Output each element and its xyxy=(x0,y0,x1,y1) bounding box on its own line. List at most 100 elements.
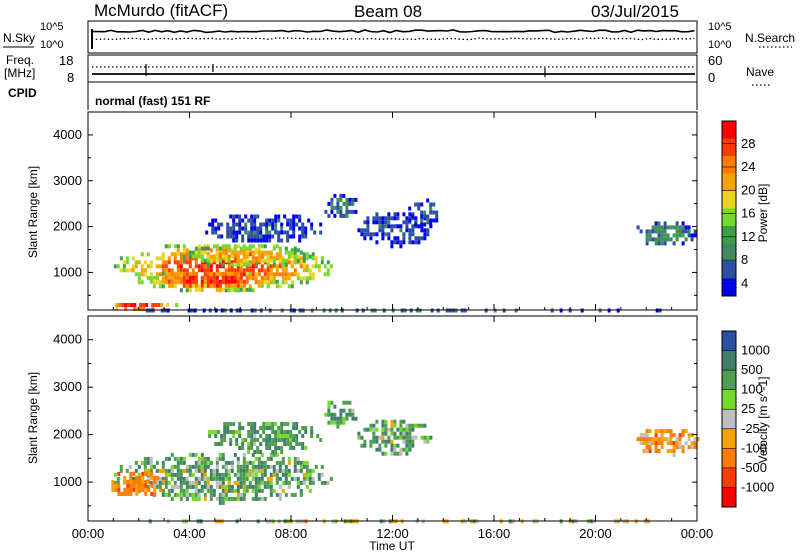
heatmap-cell xyxy=(292,426,296,430)
heatmap-cell xyxy=(239,464,243,469)
heatmap-cell xyxy=(119,256,123,261)
heatmap-cell xyxy=(687,437,691,442)
heatmap-cell xyxy=(242,496,246,501)
heatmap-cell xyxy=(345,197,349,202)
heatmap-cell xyxy=(224,279,228,284)
heatmap-cell xyxy=(372,216,376,221)
heatmap-cell xyxy=(393,236,397,241)
heatmap-cell xyxy=(203,476,207,481)
heatmap-cell xyxy=(185,492,189,497)
heatmap-cell xyxy=(226,234,230,239)
heatmap-cell xyxy=(396,435,400,440)
heatmap-cell xyxy=(251,476,255,481)
heatmap-cell xyxy=(329,264,333,269)
heatmap-cell xyxy=(269,256,273,261)
heatmap-cell xyxy=(339,412,343,417)
heatmap-cell xyxy=(235,438,239,442)
heatmap-cell xyxy=(194,260,198,265)
heatmap-cell xyxy=(179,288,183,293)
heatmap-cell xyxy=(167,260,171,265)
heatmap-cell xyxy=(259,442,263,446)
heatmap-cell xyxy=(381,431,385,436)
heatmap-cell xyxy=(250,218,254,223)
heatmap-cell xyxy=(271,450,275,454)
heatmap-cell xyxy=(295,442,299,446)
heatmap-cell xyxy=(269,258,273,263)
heatmap-cell xyxy=(133,307,137,311)
heatmap-cell xyxy=(429,206,433,211)
heatmap-cell xyxy=(357,228,361,233)
heatmap-cell xyxy=(308,488,312,493)
heatmap-cell xyxy=(224,288,228,293)
heatmap-cell xyxy=(408,218,412,223)
heatmap-cell xyxy=(320,256,324,261)
colorbar-tick-label: -100 xyxy=(741,440,767,455)
heatmap-cell xyxy=(384,451,388,456)
heatmap-cell xyxy=(645,437,649,442)
heatmap-cell xyxy=(299,260,303,265)
heatmap-cell xyxy=(245,258,249,263)
heatmap-cell xyxy=(233,244,237,249)
heatmap-cell xyxy=(399,240,403,245)
heatmap-cell xyxy=(200,484,204,489)
heatmap-cell xyxy=(194,279,198,284)
heatmap-cell xyxy=(191,496,195,501)
heatmap-cell xyxy=(230,460,234,465)
heatmap-cell xyxy=(236,283,240,288)
heatmap-cell xyxy=(149,279,153,284)
heatmap-cell xyxy=(372,439,376,444)
heatmap-cell xyxy=(305,252,309,257)
heatmap-cell xyxy=(206,258,210,263)
heatmap-cell xyxy=(663,429,667,434)
heatmap-cell xyxy=(221,271,225,276)
heatmap-cell xyxy=(384,439,388,444)
heatmap-cell xyxy=(432,210,436,215)
heatmap-cell xyxy=(221,275,225,280)
heatmap-cell xyxy=(218,283,222,288)
heatmap-cell xyxy=(206,484,210,489)
heatmap-cell xyxy=(244,226,248,231)
heatmap-cell xyxy=(654,429,658,434)
heatmap-cell xyxy=(254,492,258,497)
heatmap-cell xyxy=(375,240,379,245)
heatmap-cell xyxy=(642,449,646,454)
heatmap-cell xyxy=(654,437,658,442)
heatmap-cell xyxy=(224,275,228,280)
heatmap-cell xyxy=(271,222,275,227)
heatmap-cell xyxy=(304,234,308,239)
heatmap-cell xyxy=(429,218,433,223)
heatmap-cell xyxy=(251,468,255,473)
heatmap-cell xyxy=(272,258,276,263)
heatmap-cell xyxy=(672,441,676,446)
heatmap-cell xyxy=(236,268,240,273)
heatmap-cell xyxy=(188,279,192,284)
heatmap-cell xyxy=(378,216,382,221)
heatmap-cell xyxy=(378,435,382,440)
y-tick-label: 3000 xyxy=(53,379,82,394)
heatmap-cell xyxy=(211,218,215,223)
heatmap-cell xyxy=(257,244,261,249)
heatmap-cell xyxy=(675,237,679,242)
heatmap-cell xyxy=(387,232,391,237)
heatmap-cell xyxy=(420,202,424,207)
heatmap-cell xyxy=(292,234,296,239)
heatmap-cell xyxy=(161,268,165,273)
heatmap-cell xyxy=(164,456,168,461)
heatmap-cell xyxy=(114,483,118,488)
heatmap-cell xyxy=(384,431,388,436)
colorbar-swatch xyxy=(722,487,736,508)
heatmap-cell xyxy=(293,258,297,263)
heatmap-cell xyxy=(290,264,294,269)
heatmap-cell xyxy=(648,441,652,446)
heatmap-cell xyxy=(311,272,315,277)
heatmap-cell xyxy=(280,422,284,426)
heatmap-cell xyxy=(251,264,255,269)
heatmap-cell xyxy=(308,272,312,277)
heatmap-cell xyxy=(167,488,171,493)
heatmap-cell xyxy=(390,447,394,452)
heatmap-cell xyxy=(390,228,394,233)
heatmap-cell xyxy=(654,441,658,446)
heatmap-cell xyxy=(301,426,305,430)
y-tick-label: 2000 xyxy=(53,219,82,234)
colorbar-swatch xyxy=(722,467,736,488)
